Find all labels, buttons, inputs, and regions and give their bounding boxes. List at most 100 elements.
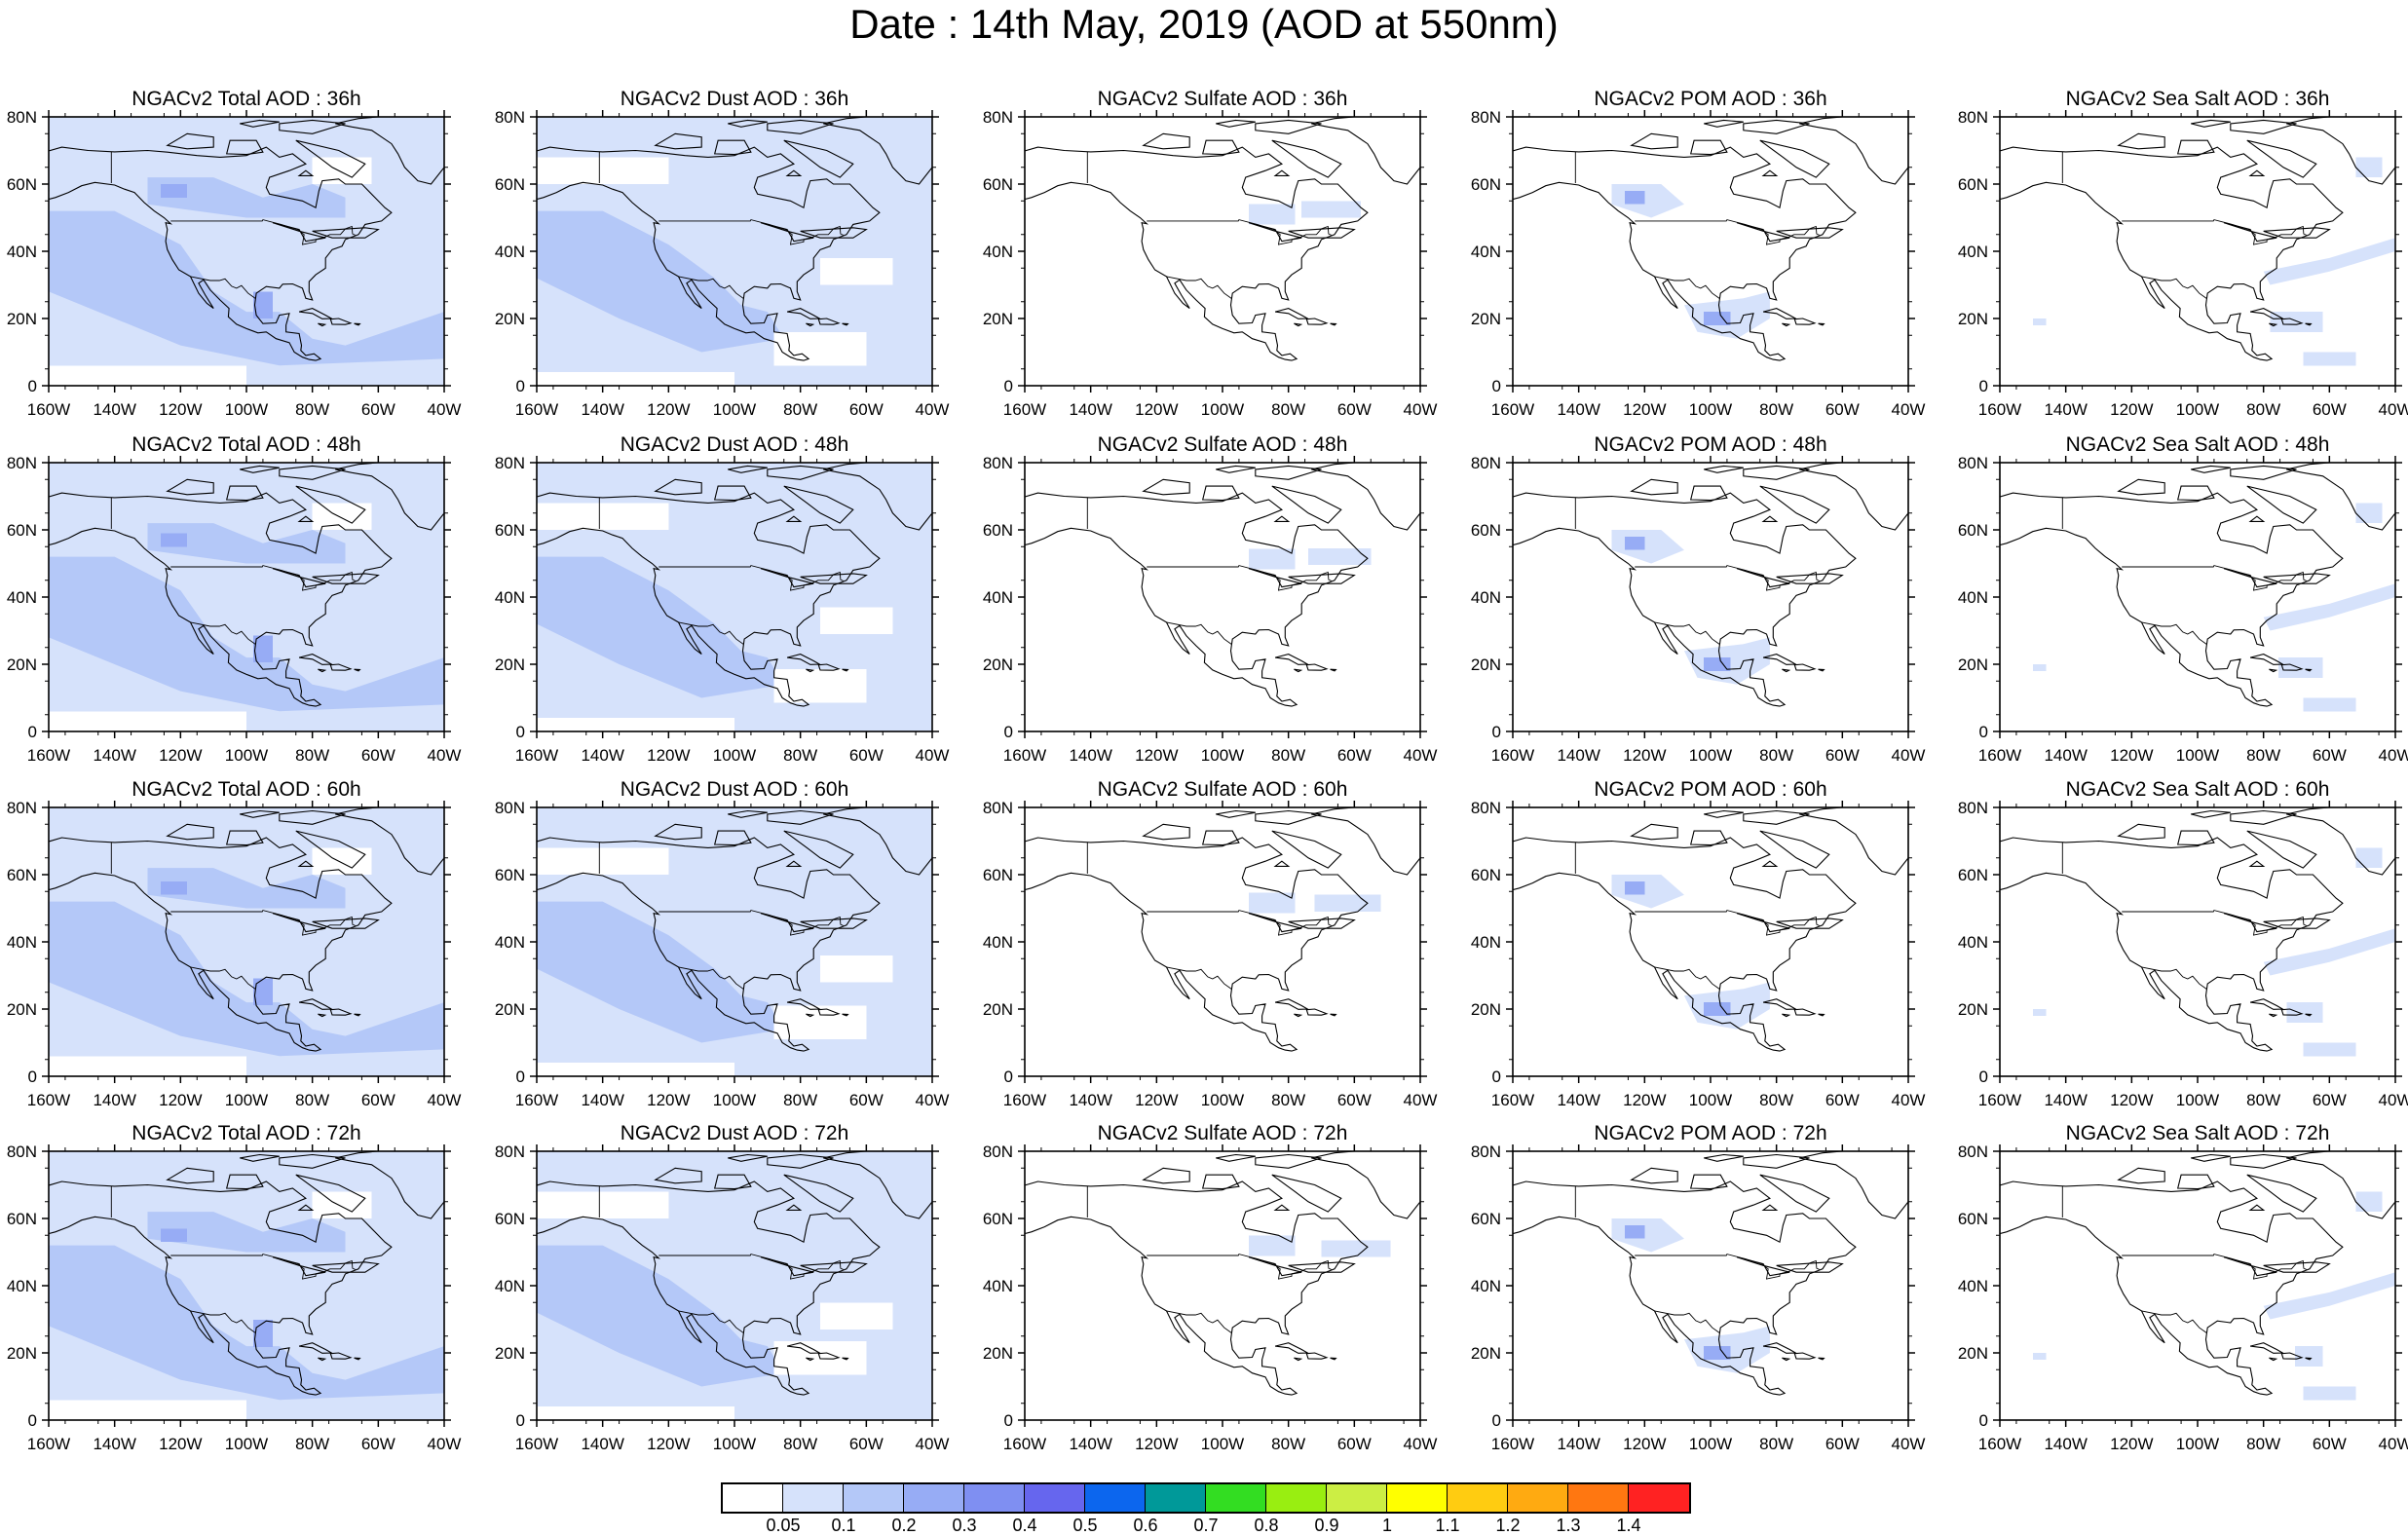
map-panel: 160W 140W 120W 100W 80W 60W 40W 0 20N 40N 60N 80N NG… (1958, 88, 2408, 419)
map-panel: 160W 140W 120W 100W 80W 60W 40W 0 20N 40N 60N 80N NG… (983, 1122, 1438, 1453)
lon-tick-label: 120W (647, 1091, 690, 1109)
aod-field (1249, 547, 1372, 570)
colorbar-swatch (1146, 1484, 1206, 1512)
aod-field (1611, 530, 1770, 685)
lat-tick-label: 20N (7, 656, 37, 674)
lon-tick-label: 80W (1271, 746, 1305, 765)
lon-tick-label: 80W (1759, 1435, 1793, 1453)
coastline (49, 1151, 444, 1396)
lon-tick-label: 160W (1003, 746, 1046, 765)
panel-frame (1999, 806, 2396, 1077)
lon-tick-label: 160W (1003, 1091, 1046, 1109)
lon-tick-label: 140W (93, 746, 135, 765)
lon-tick-label: 80W (2246, 400, 2280, 419)
panel-title: NGACv2 Sea Salt AOD : 72h (2066, 1122, 2330, 1144)
lat-tick-label: 80N (495, 108, 525, 127)
lon-tick-label: 80W (295, 1091, 329, 1109)
colorbar-level-label: 0.05 (766, 1516, 801, 1535)
panel-title: NGACv2 Sulfate AOD : 60h (1098, 778, 1348, 801)
lat-tick-label: 80N (1471, 1143, 1501, 1161)
lon-tick-label: 60W (2313, 1435, 2347, 1453)
lat-tick-label: 0 (1492, 1068, 1501, 1086)
lon-tick-label: 100W (1689, 746, 1732, 765)
lon-tick-label: 120W (1135, 1435, 1178, 1453)
lon-tick-label: 100W (1689, 1435, 1732, 1453)
lon-tick-label: 80W (295, 746, 329, 765)
lat-tick-label: 80N (7, 799, 37, 817)
colorbar-swatch (1508, 1484, 1568, 1512)
lat-tick-label: 60N (7, 866, 37, 884)
panel-frame (1512, 1150, 1909, 1421)
colorbar-level-label: 0.1 (831, 1516, 856, 1535)
coastline (1513, 117, 1908, 361)
lon-tick-label: 60W (2313, 400, 2347, 419)
lat-tick-label: 20N (7, 310, 37, 328)
colorbar-level-label: 0.4 (1012, 1516, 1037, 1535)
lat-tick-label: 80N (1471, 108, 1501, 127)
lat-tick-label: 80N (1471, 799, 1501, 817)
lon-tick-label: 40W (1892, 1091, 1926, 1109)
lat-tick-label: 60N (1471, 521, 1501, 540)
lat-tick-label: 60N (983, 521, 1013, 540)
colorbar-level-label: 1.1 (1435, 1516, 1460, 1535)
lon-tick-label: 60W (1337, 1435, 1372, 1453)
lat-tick-label: 60N (983, 866, 1013, 884)
lon-tick-label: 120W (2110, 1435, 2153, 1453)
lon-tick-label: 140W (581, 1091, 623, 1109)
lon-tick-label: 80W (1271, 400, 1305, 419)
lon-tick-label: 120W (159, 1435, 202, 1453)
lon-tick-label: 60W (849, 1435, 884, 1453)
colorbar-level-label: 0.2 (891, 1516, 917, 1535)
lat-tick-label: 40N (7, 1277, 37, 1295)
lon-tick-label: 140W (1069, 746, 1111, 765)
lat-tick-label: 20N (983, 310, 1013, 328)
lat-tick-label: 20N (1958, 1344, 1988, 1363)
lat-tick-label: 0 (28, 1068, 37, 1086)
lon-tick-label: 140W (581, 400, 623, 419)
map-panel: 160W 140W 120W 100W 80W 60W 40W 0 20N 40N 60N 80N NG… (983, 778, 1438, 1109)
panel-title: NGACv2 POM AOD : 72h (1594, 1122, 1826, 1144)
lon-tick-label: 160W (27, 400, 70, 419)
lat-tick-label: 60N (495, 521, 525, 540)
colorbar-swatch (1085, 1484, 1146, 1512)
lon-tick-label: 160W (1491, 400, 1534, 419)
lon-tick-label: 120W (2110, 746, 2153, 765)
lon-tick-label: 120W (1135, 1091, 1178, 1109)
coastline (1513, 807, 1908, 1052)
lat-tick-label: 0 (1492, 1411, 1501, 1430)
lon-tick-label: 40W (1404, 400, 1438, 419)
lon-tick-label: 40W (916, 1091, 950, 1109)
lon-tick-label: 60W (2313, 746, 2347, 765)
lat-tick-label: 40N (983, 1277, 1013, 1295)
lon-tick-label: 80W (783, 746, 817, 765)
lon-tick-label: 80W (295, 1435, 329, 1453)
lat-tick-label: 60N (495, 866, 525, 884)
lon-tick-label: 100W (713, 1435, 756, 1453)
lon-tick-label: 100W (225, 746, 268, 765)
lat-tick-label: 60N (1958, 521, 1988, 540)
coastline (2000, 1151, 2395, 1396)
lon-tick-label: 140W (581, 746, 623, 765)
lat-tick-label: 40N (495, 933, 525, 952)
colorbar-swatch (1387, 1484, 1448, 1512)
lat-tick-label: 60N (1471, 866, 1501, 884)
lon-tick-label: 100W (2176, 1435, 2219, 1453)
lat-tick-label: 20N (495, 310, 525, 328)
aod-field (49, 463, 444, 731)
colorbar-swatch (844, 1484, 904, 1512)
lon-tick-label: 100W (713, 1091, 756, 1109)
lat-tick-label: 0 (1979, 377, 1988, 395)
lon-tick-label: 60W (1825, 1435, 1860, 1453)
lon-tick-label: 100W (1689, 400, 1732, 419)
map-panel: 160W 140W 120W 100W 80W 60W 40W 0 20N 40N 60N 80N NG… (1958, 433, 2408, 765)
panel-frame (1512, 806, 1909, 1077)
lon-tick-label: 40W (2379, 1091, 2408, 1109)
lon-tick-label: 40W (1404, 1091, 1438, 1109)
lat-tick-label: 40N (495, 588, 525, 607)
panel-frame (1999, 462, 2396, 732)
panel-frame (1024, 116, 1421, 387)
lat-tick-label: 20N (1471, 656, 1501, 674)
lon-tick-label: 120W (1623, 746, 1666, 765)
lon-tick-label: 40W (1892, 1435, 1926, 1453)
lon-tick-label: 80W (1271, 1435, 1305, 1453)
